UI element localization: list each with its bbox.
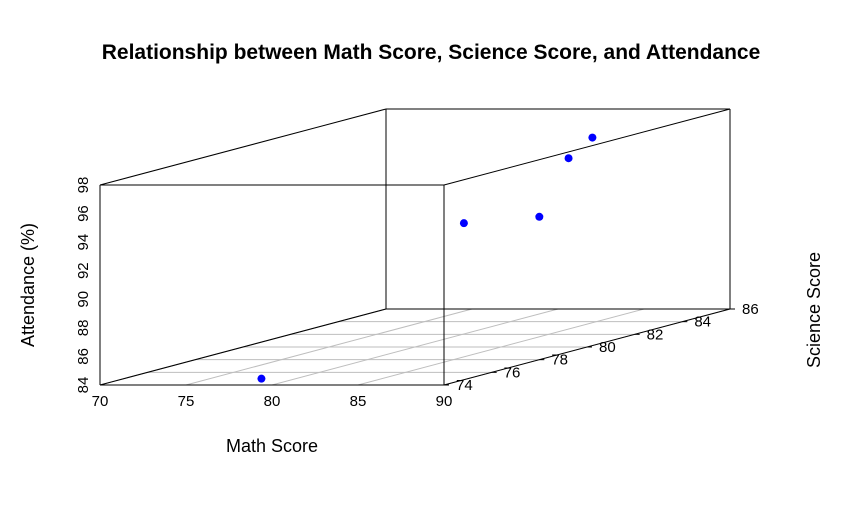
x-tick-label: 90 bbox=[436, 393, 453, 410]
y-tick-label: 86 bbox=[742, 301, 759, 318]
y-tick-label: 82 bbox=[647, 326, 664, 343]
z-tick-label: 84 bbox=[75, 377, 92, 394]
z-tick-label: 86 bbox=[75, 348, 92, 365]
y-tick-label: 76 bbox=[504, 364, 521, 381]
x-tick-label: 85 bbox=[350, 393, 367, 410]
y-tick-label: 78 bbox=[551, 352, 568, 369]
z-tick-label: 98 bbox=[75, 177, 92, 194]
y-tick-label: 74 bbox=[456, 377, 473, 394]
x-axis-label: Math Score bbox=[226, 436, 318, 456]
data-point bbox=[535, 212, 544, 221]
data-points bbox=[257, 133, 597, 383]
box-edge bbox=[99, 308, 387, 386]
z-tick-label: 88 bbox=[75, 320, 92, 337]
z-tick-label: 96 bbox=[75, 205, 92, 222]
x-tick-labels: 70 75 80 85 90 bbox=[92, 393, 453, 410]
x-tick-label: 70 bbox=[92, 393, 109, 410]
chart-title: Relationship between Math Score, Science… bbox=[102, 41, 761, 64]
x-tick-label: 75 bbox=[178, 393, 195, 410]
x-tick-label: 80 bbox=[264, 393, 281, 410]
data-point bbox=[564, 154, 573, 163]
data-point bbox=[588, 133, 597, 142]
z-tick-label: 94 bbox=[75, 234, 92, 251]
box-edge bbox=[443, 108, 731, 186]
z-tick-label: 92 bbox=[75, 262, 92, 279]
box-edge bbox=[99, 108, 387, 186]
y-tick-label: 84 bbox=[694, 314, 711, 331]
y-tick-label: 80 bbox=[599, 339, 616, 356]
y-tick-labels: 74 76 78 80 82 84 86 bbox=[444, 301, 759, 394]
y-axis-label: Science Score bbox=[804, 252, 824, 368]
z-axis-label: Attendance (%) bbox=[18, 223, 38, 347]
floor-grid bbox=[99, 308, 731, 386]
z-tick-label: 90 bbox=[75, 291, 92, 308]
data-point bbox=[459, 219, 468, 228]
data-point bbox=[257, 374, 266, 383]
plot-box bbox=[99, 108, 731, 386]
z-tick-labels: 84 86 88 90 92 94 96 98 bbox=[75, 177, 92, 394]
